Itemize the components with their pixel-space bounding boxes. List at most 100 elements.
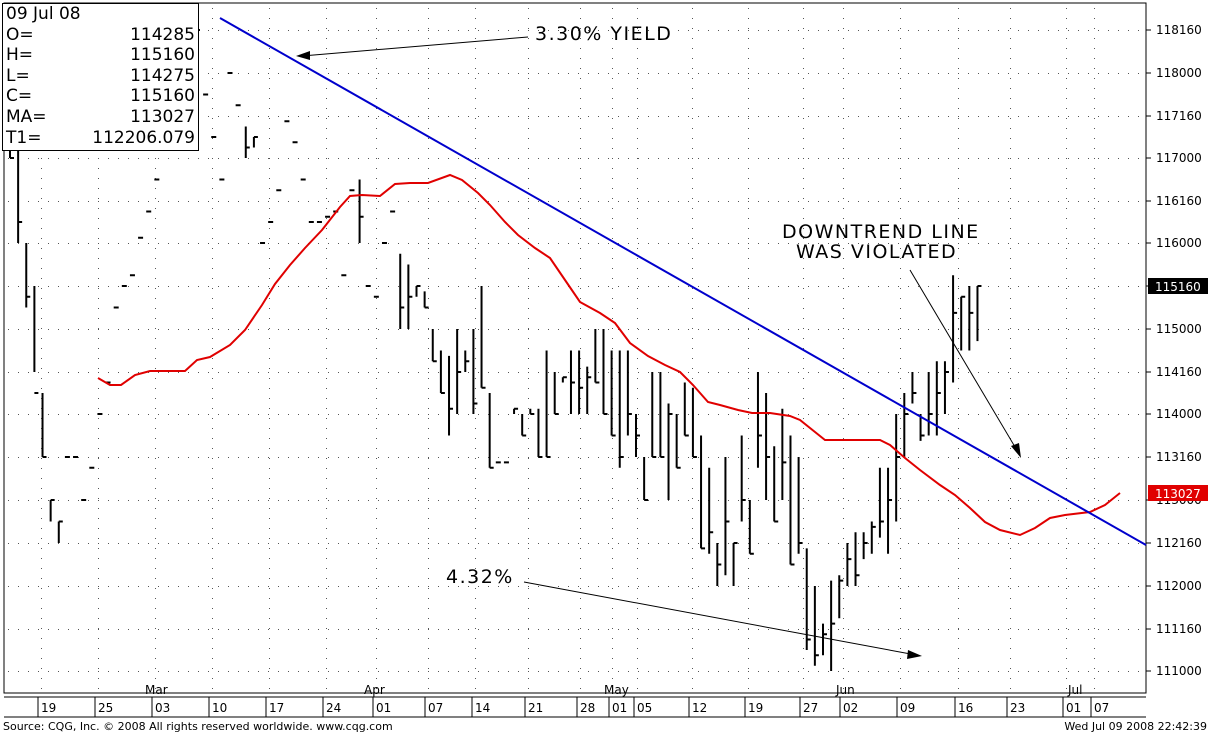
- ohlc-bar: [513, 407, 519, 414]
- x-tick-label: 01: [376, 701, 391, 715]
- ohlc-bar: [911, 372, 917, 404]
- x-tick-label: 24: [326, 701, 341, 715]
- x-tick-label: 28: [580, 701, 595, 715]
- ohlc-bar: [805, 548, 811, 650]
- ohlc-bar: [797, 457, 803, 554]
- ohlc-bar: [415, 285, 421, 297]
- ohlc-bar: [748, 500, 754, 555]
- y-tick-label: 117000: [1156, 151, 1202, 165]
- ohlc-bar: [17, 137, 23, 243]
- ohlc-bar: [610, 350, 616, 437]
- x-month-label: Jul: [1067, 683, 1082, 697]
- ohlc-bar: [659, 372, 665, 458]
- annotation-yield-432-text: 4.32%: [446, 566, 514, 588]
- ohlc-bar: [675, 414, 681, 469]
- footer-source: Source: CQG, Inc. © 2008 All rights rese…: [3, 720, 393, 733]
- ohlc-bar: [464, 350, 470, 372]
- y-tick-label: 113160: [1156, 450, 1202, 464]
- ohlc-bar: [33, 286, 39, 394]
- ohlc-bar: [586, 366, 592, 414]
- ohlc-row-low: L= 114275: [6, 65, 195, 86]
- ohlc-bar: [960, 295, 966, 351]
- x-month-label: Mar: [145, 683, 168, 697]
- ohlc-row-open: O= 114285: [6, 24, 195, 45]
- ohlc-bar: [545, 350, 551, 458]
- annotation-downtrend-line2: WAS VIOLATED: [796, 241, 957, 263]
- annotation-yield-330-text: 3.30% YIELD: [535, 23, 672, 45]
- ohlc-bar: [480, 286, 486, 389]
- ohlc-date: 09 Jul 08: [6, 4, 81, 24]
- ohlc-bar: [830, 580, 836, 671]
- x-tick-label: 01: [612, 701, 627, 715]
- x-tick-label: 17: [269, 701, 284, 715]
- ohlc-bar: [448, 355, 454, 436]
- downtrend-line: [219, 17, 1147, 546]
- ohlc-bar: [602, 329, 608, 415]
- ohlc-bar: [578, 350, 584, 414]
- y-tick-label: 118160: [1156, 23, 1202, 37]
- ohlc-bar: [439, 350, 445, 394]
- y-tick-label: 114000: [1156, 407, 1202, 421]
- ohlc-bar: [976, 285, 982, 342]
- x-tick-label: 01: [1066, 701, 1081, 715]
- ohlc-bar: [358, 179, 364, 243]
- ohlc-bar: [732, 542, 738, 586]
- x-tick-label: 27: [803, 701, 818, 715]
- ohlc-bar: [789, 435, 795, 566]
- ohlc-bar: [846, 543, 852, 586]
- x-tick-label: 19: [41, 701, 56, 715]
- ohlc-bar: [740, 435, 746, 522]
- y-tick-label: 116160: [1156, 194, 1202, 208]
- ohlc-bar: [643, 457, 649, 501]
- x-tick-label: 10: [212, 701, 227, 715]
- ohlc-bar: [618, 350, 624, 468]
- ohlc-bar: [521, 414, 527, 437]
- ohlc-bar: [724, 457, 730, 576]
- ohlc-bar: [716, 543, 722, 586]
- ohlc-bar: [854, 532, 860, 586]
- ohlc-row-ma: MA= 113027: [6, 106, 195, 127]
- ohlc-bar: [569, 350, 575, 414]
- x-tick-label: 09: [900, 701, 915, 715]
- ohlc-bar: [935, 361, 941, 436]
- y-tick-label: 115000: [1156, 322, 1202, 336]
- last-price-label: 115160: [1155, 280, 1201, 294]
- ohlc-bar: [667, 403, 673, 500]
- x-tick-label: 19: [748, 701, 763, 715]
- x-tick-label: 25: [98, 701, 113, 715]
- ohlc-bar: [41, 393, 47, 458]
- ohlc-bar: [781, 408, 787, 500]
- x-tick-label: 14: [475, 701, 490, 715]
- ohlc-bar: [878, 467, 884, 538]
- x-month-label: Apr: [364, 683, 385, 697]
- ohlc-bar: [887, 467, 893, 554]
- ohlc-bar: [813, 586, 819, 666]
- plot-frame: [3, 2, 1147, 694]
- x-tick-label: 07: [428, 701, 443, 715]
- y-tick-label: 111000: [1156, 664, 1202, 678]
- ohlc-bar: [756, 372, 762, 468]
- annotation-yield-432: 4.32%: [446, 566, 922, 659]
- footer: Source: CQG, Inc. © 2008 All rights rese…: [0, 718, 1210, 735]
- ohlc-row-t1: T1= 112206.079: [6, 127, 195, 148]
- ohlc-bar: [870, 521, 876, 554]
- grid-dots: [8, 8, 1139, 689]
- ohlc-bar: [626, 350, 632, 436]
- ohlc-bar: [700, 435, 706, 550]
- y-tick-label: 112000: [1156, 579, 1202, 593]
- x-tick-label: 07: [1094, 701, 1109, 715]
- ma-price-tag: 113027: [1148, 485, 1208, 501]
- ohlc-row-high: H= 115160: [6, 45, 195, 66]
- x-tick-label: 05: [637, 701, 652, 715]
- ohlc-bar: [903, 393, 909, 457]
- ohlc-bar: [708, 467, 714, 554]
- ohlc-bar: [773, 446, 779, 523]
- ohlc-bar: [57, 520, 63, 543]
- ohlc-bar: [456, 329, 462, 414]
- ohlc-bar: [683, 382, 689, 437]
- x-tick-label: 23: [1010, 701, 1025, 715]
- ma-price-label: 113027: [1155, 487, 1201, 501]
- ohlc-bar: [25, 243, 31, 308]
- ohlc-bar: [407, 264, 413, 329]
